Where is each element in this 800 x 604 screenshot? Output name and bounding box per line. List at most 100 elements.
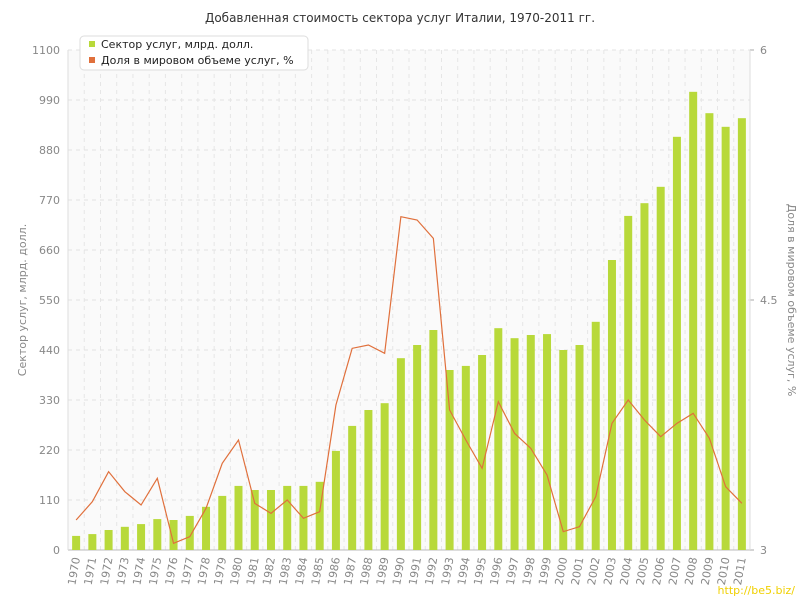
bar	[575, 345, 584, 550]
legend-label: Доля в мировом объеме услуг, %	[101, 54, 294, 67]
y2-tick-label: 3	[760, 544, 767, 557]
x-tick-label: 1994	[455, 556, 473, 586]
x-tick-label: 1973	[114, 556, 132, 586]
x-tick-label: 1986	[325, 556, 343, 586]
x-tick-label: 1987	[341, 556, 359, 586]
y-tick-label: 330	[39, 394, 60, 407]
bar	[202, 506, 211, 550]
bar	[705, 113, 714, 550]
x-tick-label: 2011	[731, 556, 749, 586]
bar	[721, 126, 730, 551]
x-tick-label: 1995	[471, 556, 489, 586]
y2-tick-label: 4.5	[760, 294, 778, 307]
bar	[137, 524, 146, 550]
x-tick-label: 2010	[715, 556, 733, 586]
x-tick-label: 1984	[293, 556, 311, 586]
x-tick-label: 1982	[260, 556, 278, 586]
y-tick-label: 550	[39, 294, 60, 307]
bar	[478, 355, 487, 550]
bar	[413, 345, 422, 550]
bar	[185, 515, 194, 550]
bar	[607, 260, 616, 550]
bar	[234, 485, 243, 550]
bar	[218, 495, 227, 550]
bar	[120, 526, 129, 550]
x-tick-label: 1993	[439, 556, 457, 586]
x-tick-label: 1998	[520, 556, 538, 586]
line	[75, 215, 743, 545]
chart-title: Добавленная стоимость сектора услуг Итал…	[205, 11, 595, 25]
bar	[315, 481, 324, 550]
plot: 0 110 220 330 440 550 660 770 880 990 1100 3 4.5 6 197…	[32, 44, 778, 586]
x-tick-label: 1974	[130, 556, 148, 586]
x-tick-label: 1991	[406, 556, 424, 586]
y-axis-title: Сектор услуг, млрд. долл.	[16, 224, 29, 376]
bar	[461, 365, 470, 550]
legend-label: Сектор услуг, млрд. долл.	[101, 38, 253, 51]
x-tick-label: 2002	[585, 556, 603, 586]
x-tick-label: 1983	[277, 556, 295, 586]
x-tick-label: 1981	[244, 556, 262, 586]
bar	[429, 330, 438, 550]
bar	[737, 118, 746, 550]
bar	[169, 520, 178, 550]
y-tick-label: 440	[39, 344, 60, 357]
x-tick-label: 1971	[82, 556, 100, 586]
x-tick-label: 1979	[212, 556, 230, 586]
legend-swatch	[89, 41, 95, 47]
x-tick-label: 1977	[179, 556, 197, 586]
bar	[331, 450, 340, 550]
x-tick-label: 2000	[553, 556, 571, 586]
x-tick-label: 2006	[650, 556, 668, 586]
x-tick-label: 1980	[228, 556, 246, 586]
bar	[689, 91, 698, 551]
y-tick-label: 0	[53, 544, 60, 557]
watermark: http://be5.biz/	[718, 584, 796, 597]
bar	[88, 534, 97, 550]
legend-box	[79, 35, 309, 71]
bar	[445, 370, 454, 550]
bar	[494, 328, 503, 550]
x-tick-label: 2004	[618, 556, 636, 586]
x-tick-label: 1975	[147, 556, 165, 586]
legend-swatch	[89, 57, 95, 63]
y-tick-label: 880	[39, 144, 60, 157]
bar	[104, 530, 113, 550]
bar	[283, 485, 292, 550]
x-tick-label: 2003	[601, 556, 619, 586]
x-tick-label: 1970	[65, 556, 83, 586]
bar	[510, 338, 519, 550]
x-tick-label: 1999	[536, 556, 554, 586]
y2-tick-label: 6	[760, 44, 767, 57]
bar	[526, 335, 535, 550]
bar	[364, 410, 373, 550]
bar	[559, 350, 568, 550]
bar	[656, 186, 665, 550]
bar	[250, 490, 259, 550]
bar	[380, 403, 389, 550]
y-tick-label: 990	[39, 94, 60, 107]
x-tick-label: 1978	[195, 556, 213, 586]
x-tick-label: 2005	[634, 556, 652, 586]
y-tick-label: 660	[39, 244, 60, 257]
x-tick-label: 2008	[682, 556, 700, 586]
x-tick-label: 1992	[423, 556, 441, 586]
x-tick-label: 1989	[374, 556, 392, 586]
x-tick-label: 1985	[309, 556, 327, 586]
x-tick-label: 1990	[390, 556, 408, 586]
bar	[543, 334, 552, 550]
x-tick-label: 2007	[666, 556, 684, 586]
bar	[624, 215, 633, 550]
x-tick-label: 2009	[699, 556, 717, 586]
bar	[640, 203, 649, 550]
bar	[348, 425, 357, 550]
x-tick-label: 1996	[488, 556, 506, 586]
y-tick-label: 770	[39, 194, 60, 207]
y-tick-label: 110	[39, 494, 60, 507]
x-tick-label: 1988	[358, 556, 376, 586]
y-tick-label: 1100	[32, 44, 60, 57]
x-tick-label: 1972	[98, 556, 116, 586]
legend: Сектор услуг, млрд. долл. Доля в мировом …	[89, 38, 294, 67]
y-tick-label: 220	[39, 444, 60, 457]
